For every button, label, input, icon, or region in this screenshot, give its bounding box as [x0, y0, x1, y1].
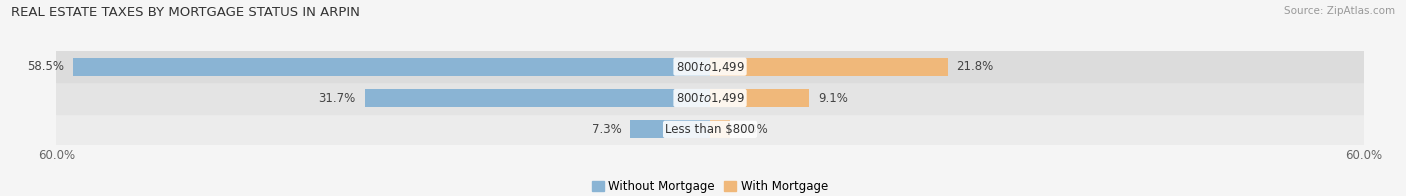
Text: 31.7%: 31.7%	[319, 92, 356, 104]
Text: $800 to $1,499: $800 to $1,499	[675, 91, 745, 105]
Text: 21.8%: 21.8%	[956, 60, 994, 73]
Text: 9.1%: 9.1%	[818, 92, 848, 104]
Bar	[56, 114, 1364, 145]
Text: Less than $800: Less than $800	[665, 123, 755, 136]
Bar	[710, 120, 730, 138]
Text: 58.5%: 58.5%	[27, 60, 63, 73]
Bar	[364, 89, 710, 107]
Text: 1.8%: 1.8%	[738, 123, 768, 136]
Bar	[56, 51, 1364, 82]
Legend: Without Mortgage, With Mortgage: Without Mortgage, With Mortgage	[588, 175, 832, 196]
Text: $800 to $1,499: $800 to $1,499	[675, 60, 745, 74]
Bar	[56, 82, 1364, 114]
Bar	[710, 89, 810, 107]
Bar	[710, 58, 948, 76]
Text: 7.3%: 7.3%	[592, 123, 621, 136]
Text: REAL ESTATE TAXES BY MORTGAGE STATUS IN ARPIN: REAL ESTATE TAXES BY MORTGAGE STATUS IN …	[11, 6, 360, 19]
Bar	[630, 120, 710, 138]
Bar	[73, 58, 710, 76]
Text: Source: ZipAtlas.com: Source: ZipAtlas.com	[1284, 6, 1395, 16]
